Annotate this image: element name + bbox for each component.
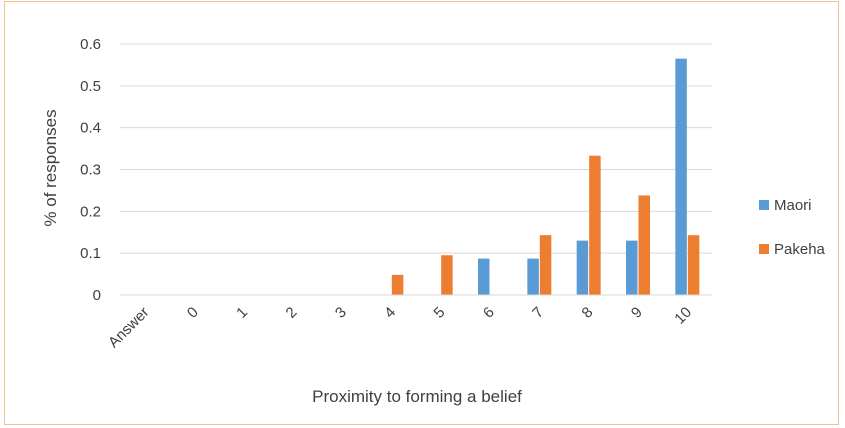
x-axis-title: Proximity to forming a belief [312, 387, 522, 406]
bar-pakeha-7 [539, 235, 552, 295]
x-tick-label: 4 [381, 304, 399, 322]
y-tick-label: 0.2 [80, 203, 101, 220]
bar-pakeha-8 [589, 155, 601, 295]
legend-label-maori: Maori [774, 197, 812, 214]
legend: Maori Pakeha [759, 197, 826, 258]
y-tick-label: 0.5 [80, 78, 101, 95]
x-tick-label: 9 [628, 304, 646, 322]
x-tick-label: 0 [184, 304, 202, 322]
x-tick-label: 2 [283, 304, 301, 322]
x-tick-label: Answer [105, 304, 152, 351]
bar-pakeha-9 [638, 195, 650, 295]
x-tick-label: 10 [671, 304, 695, 328]
bar-maori-6 [478, 258, 490, 295]
bar-maori-9 [626, 240, 638, 295]
gridlines [120, 43, 712, 296]
y-tick-label: 0.1 [80, 245, 101, 262]
y-tick-label: 0.3 [80, 162, 101, 179]
y-axis-title: % of responses [41, 109, 60, 226]
legend-swatch-maori [759, 200, 769, 210]
bar-pakeha-10 [687, 235, 700, 295]
x-tick-label: 7 [529, 304, 547, 322]
bar-maori-7 [527, 258, 539, 295]
y-tick-label: 0.4 [80, 120, 101, 137]
bar-maori-10 [675, 58, 687, 296]
bar-pakeha-4 [391, 274, 404, 295]
x-tick-label: 6 [480, 304, 498, 322]
legend-label-pakeha: Pakeha [774, 241, 826, 258]
legend-swatch-pakeha [759, 244, 769, 254]
bar-maori-8 [576, 240, 589, 295]
y-tick-labels: 0 0.1 0.2 0.3 0.4 0.5 0.6 [80, 36, 101, 304]
y-tick-label: 0 [93, 287, 101, 304]
bars [120, 58, 712, 296]
x-tick-label: 5 [431, 304, 449, 322]
y-tick-label: 0.6 [80, 36, 101, 53]
x-tick-label: 8 [579, 304, 597, 322]
x-tick-label: 1 [233, 304, 251, 322]
chart-frame [4, 1, 839, 425]
x-tick-label: 3 [332, 304, 350, 322]
bar-pakeha-5 [441, 255, 453, 295]
x-tick-labels: Answer 0 1 2 3 4 5 6 7 8 9 10 [105, 304, 695, 351]
